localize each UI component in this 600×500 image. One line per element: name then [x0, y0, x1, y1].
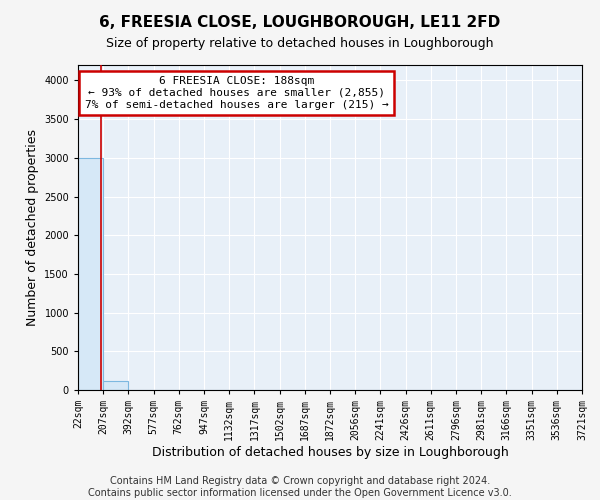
Bar: [78, 158, 103, 390]
Text: Size of property relative to detached houses in Loughborough: Size of property relative to detached ho…: [106, 38, 494, 51]
Text: 6 FREESIA CLOSE: 188sqm
← 93% of detached houses are smaller (2,855)
7% of semi-: 6 FREESIA CLOSE: 188sqm ← 93% of detache…: [85, 76, 389, 110]
Y-axis label: Number of detached properties: Number of detached properties: [26, 129, 38, 326]
Bar: [103, 382, 128, 390]
Text: Contains HM Land Registry data © Crown copyright and database right 2024.
Contai: Contains HM Land Registry data © Crown c…: [88, 476, 512, 498]
X-axis label: Distribution of detached houses by size in Loughborough: Distribution of detached houses by size …: [152, 446, 508, 458]
Text: 6, FREESIA CLOSE, LOUGHBOROUGH, LE11 2FD: 6, FREESIA CLOSE, LOUGHBOROUGH, LE11 2FD: [100, 15, 500, 30]
